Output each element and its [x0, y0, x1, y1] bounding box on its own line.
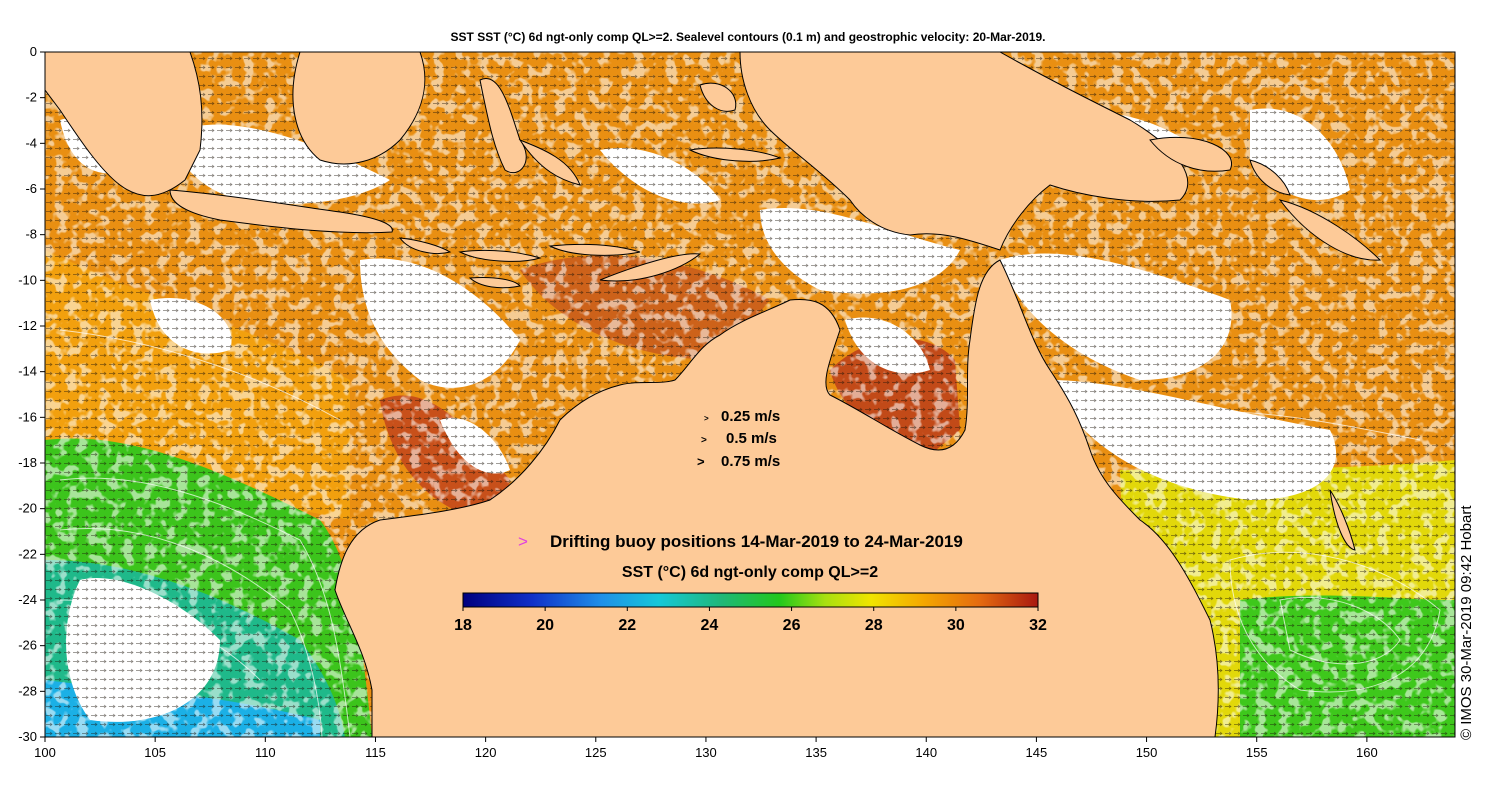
- land-sumbawa: [458, 249, 542, 262]
- imos-credit: © IMOS 30-Mar-2019 09:42 Hobart: [1458, 505, 1475, 740]
- x-tick-label: 135: [805, 745, 827, 760]
- x-tick-label: 105: [144, 745, 166, 760]
- colorbar-gradient: [462, 592, 1039, 608]
- velocity-legend-label-3: 0.75 m/s: [721, 453, 780, 470]
- y-tick-label: -8: [25, 227, 37, 242]
- velocity-legend-marker-2: >: [701, 435, 707, 446]
- x-tick-label: 145: [1026, 745, 1048, 760]
- velocity-legend-marker-1: >: [704, 414, 709, 423]
- land-flores: [548, 243, 641, 256]
- land-bali-lombok: [398, 237, 452, 254]
- colorbar-tick-label: 32: [1029, 617, 1047, 634]
- velocity-legend-label-1: 0.25 m/s: [721, 408, 780, 425]
- x-tick-label: 115: [365, 745, 386, 760]
- land-bougainville: [1249, 159, 1291, 196]
- x-tick-label: 140: [915, 745, 937, 760]
- y-tick-label: 0: [30, 44, 37, 59]
- map-panel: [45, 52, 1455, 737]
- y-tick-label: -26: [18, 638, 37, 653]
- y-tick-label: -16: [18, 409, 37, 424]
- y-tick-label: -24: [18, 592, 37, 607]
- y-tick-label: -22: [18, 546, 37, 561]
- y-tick-label: -20: [18, 501, 37, 516]
- y-tick-label: -30: [18, 729, 37, 744]
- land-australia: [334, 259, 1219, 737]
- colorbar-tick-label: 26: [783, 617, 801, 634]
- land-new-guinea: [739, 52, 1189, 251]
- x-tick-label: 125: [585, 745, 607, 760]
- land-new-caledonia: [1329, 489, 1356, 551]
- colorbar-tick-label: 22: [618, 617, 636, 634]
- x-tick-label: 160: [1356, 745, 1378, 760]
- buoy-legend: > Drifting buoy positions 14-Mar-2019 to…: [518, 532, 963, 551]
- buoy-legend-marker: >: [518, 532, 528, 551]
- x-axis-ticks: 100 105 110 115 120 125 130 135 140 145 150 155 160: [34, 737, 1378, 760]
- land-maluku: [699, 82, 737, 112]
- velocity-legend-label-2: 0.5 m/s: [726, 430, 777, 447]
- land-seram: [688, 147, 782, 162]
- land-masses: [45, 52, 1382, 737]
- x-tick-label: 150: [1136, 745, 1158, 760]
- land-borneo: [292, 52, 426, 165]
- land-java: [169, 189, 393, 234]
- land-sulawesi: [479, 77, 581, 186]
- y-tick-label: -14: [18, 364, 37, 379]
- land-sumatra: [45, 52, 203, 197]
- land-new-britain: [1149, 136, 1233, 172]
- x-tick-label: 120: [475, 745, 497, 760]
- velocity-legend: > 0.25 m/s > 0.5 m/s > 0.75 m/s: [697, 408, 780, 470]
- y-tick-label: -10: [18, 272, 37, 287]
- sealevel-contours: [59, 329, 1441, 737]
- colorbar-tick-label: 30: [947, 617, 965, 634]
- x-tick-label: 130: [695, 745, 717, 760]
- land-timor: [599, 253, 702, 282]
- sst-colorbar: SST (°C) 6d ngt-only comp QL>=2 18 20 22 24…: [454, 564, 1047, 634]
- figure-title: SST SST (°C) 6d ngt-only comp QL>=2. Sea…: [451, 30, 1046, 44]
- velocity-legend-marker-3: >: [697, 454, 705, 469]
- colorbar-title: SST (°C) 6d ngt-only comp QL>=2: [622, 564, 878, 581]
- map-frame: [44, 51, 1456, 738]
- colorbar-tick-label: 18: [454, 617, 472, 634]
- buoy-legend-label: Drifting buoy positions 14-Mar-2019 to 2…: [550, 532, 963, 551]
- y-tick-label: -6: [25, 181, 37, 196]
- y-tick-label: -28: [18, 683, 37, 698]
- y-tick-label: -2: [25, 90, 37, 105]
- y-tick-label: -12: [18, 318, 37, 333]
- x-tick-label: 155: [1246, 745, 1268, 760]
- x-tick-label: 110: [255, 745, 276, 760]
- colorbar-tick-label: 28: [865, 617, 883, 634]
- colorbar-tick-label: 20: [536, 617, 554, 634]
- land-sumba: [468, 277, 521, 289]
- y-tick-label: -4: [25, 135, 37, 150]
- colorbar-tick-label: 24: [701, 617, 719, 634]
- x-tick-label: 100: [34, 745, 56, 760]
- y-axis-ticks: 0 -2 -4 -6 -8 -10 -12 -14 -16 -18 -20 -22 -24 -26 -28 -…: [18, 44, 45, 744]
- colorbar-ticks: 18 20 22 24 26 28 30 32: [454, 607, 1047, 634]
- y-tick-label: -18: [18, 455, 37, 470]
- land-solomon-islands: [1278, 199, 1382, 261]
